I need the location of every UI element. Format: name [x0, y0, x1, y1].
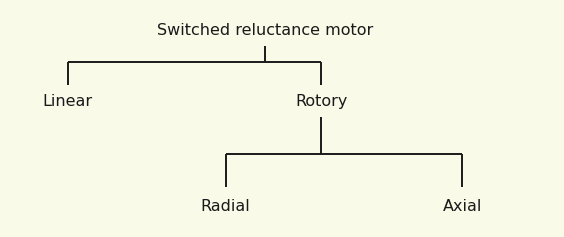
Text: Rotory: Rotory — [296, 94, 347, 109]
Text: Axial: Axial — [443, 199, 482, 214]
Text: Linear: Linear — [43, 94, 92, 109]
Text: Switched reluctance motor: Switched reluctance motor — [157, 23, 373, 38]
Text: Radial: Radial — [201, 199, 250, 214]
